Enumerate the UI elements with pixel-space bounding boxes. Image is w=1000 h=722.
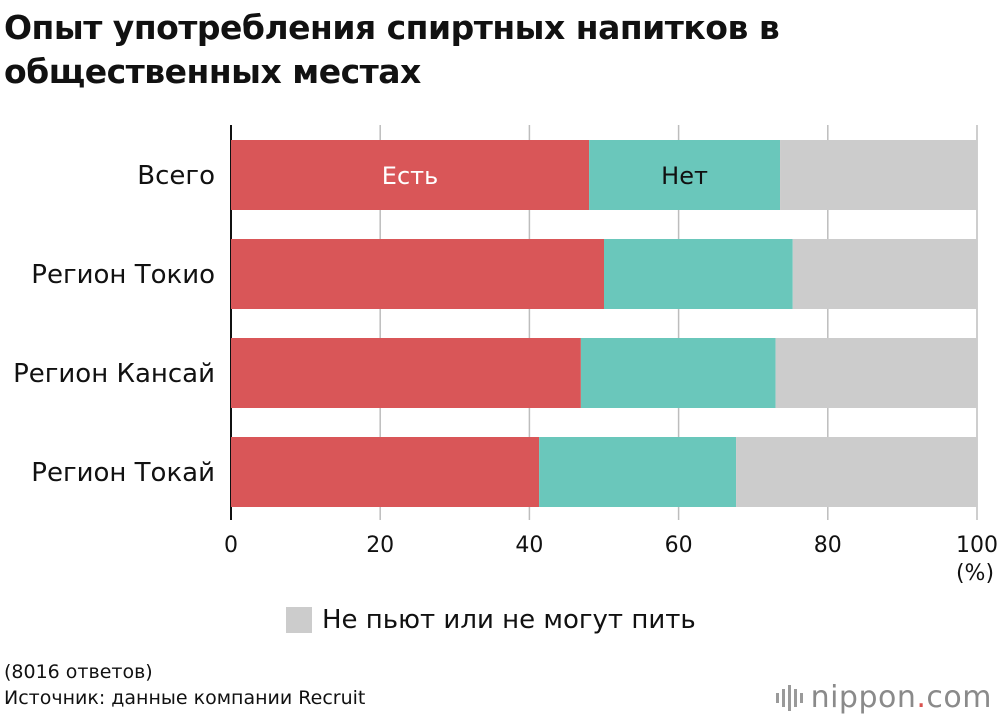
tick-labels: 0 20 40 60 80 100 (224, 533, 998, 558)
category-labels: Всего Регион Токио Регион Кансай Регион Ток… (13, 161, 215, 488)
bar-segment (589, 140, 781, 210)
x-tick-label: 20 (366, 533, 394, 558)
logo-suffix: com (926, 680, 992, 715)
bar-segment (736, 437, 977, 507)
category-label: Регион Кансай (13, 359, 215, 389)
legend-label: Не пьют или не могут пить (322, 605, 696, 635)
nippon-logo: nippon.com (775, 680, 992, 715)
logo-name: nippon (810, 680, 917, 715)
in-bar-label: Есть (382, 162, 438, 190)
bar-segment (780, 140, 977, 210)
bar-segment (231, 338, 581, 408)
bars: Есть Нет (231, 140, 977, 507)
category-label: Регион Токай (31, 458, 215, 488)
logo-icon (775, 684, 803, 711)
x-unit-label: (%) (956, 561, 994, 586)
x-tick-label: 100 (956, 533, 998, 558)
bar-segment (580, 338, 776, 408)
bar-segment (775, 338, 977, 408)
legend-swatch (286, 607, 312, 633)
legend: Не пьют или не могут пить (286, 605, 696, 635)
in-bar-label: Нет (661, 162, 708, 190)
source-note: Источник: данные компании Recruit (4, 687, 366, 709)
bar-chart: Есть Нет Всего Регион Токио Регион Кансай Ре… (13, 125, 998, 586)
bar-segment (231, 140, 590, 210)
x-tick-label: 0 (224, 533, 238, 558)
bar-segment (604, 239, 793, 309)
logo-dot: . (916, 680, 927, 715)
bar-segment (231, 239, 604, 309)
bar-segment (231, 437, 540, 507)
bar-segment (539, 437, 737, 507)
response-count-note: (8016 ответов) (4, 661, 153, 683)
category-label: Всего (137, 161, 215, 191)
x-tick-label: 40 (515, 533, 543, 558)
category-label: Регион Токио (31, 260, 215, 290)
x-tick-label: 80 (814, 533, 842, 558)
chart-title: Опыт употребления спиртных напитков в об… (4, 8, 780, 91)
x-tick-label: 60 (665, 533, 693, 558)
bar-segment (792, 239, 977, 309)
